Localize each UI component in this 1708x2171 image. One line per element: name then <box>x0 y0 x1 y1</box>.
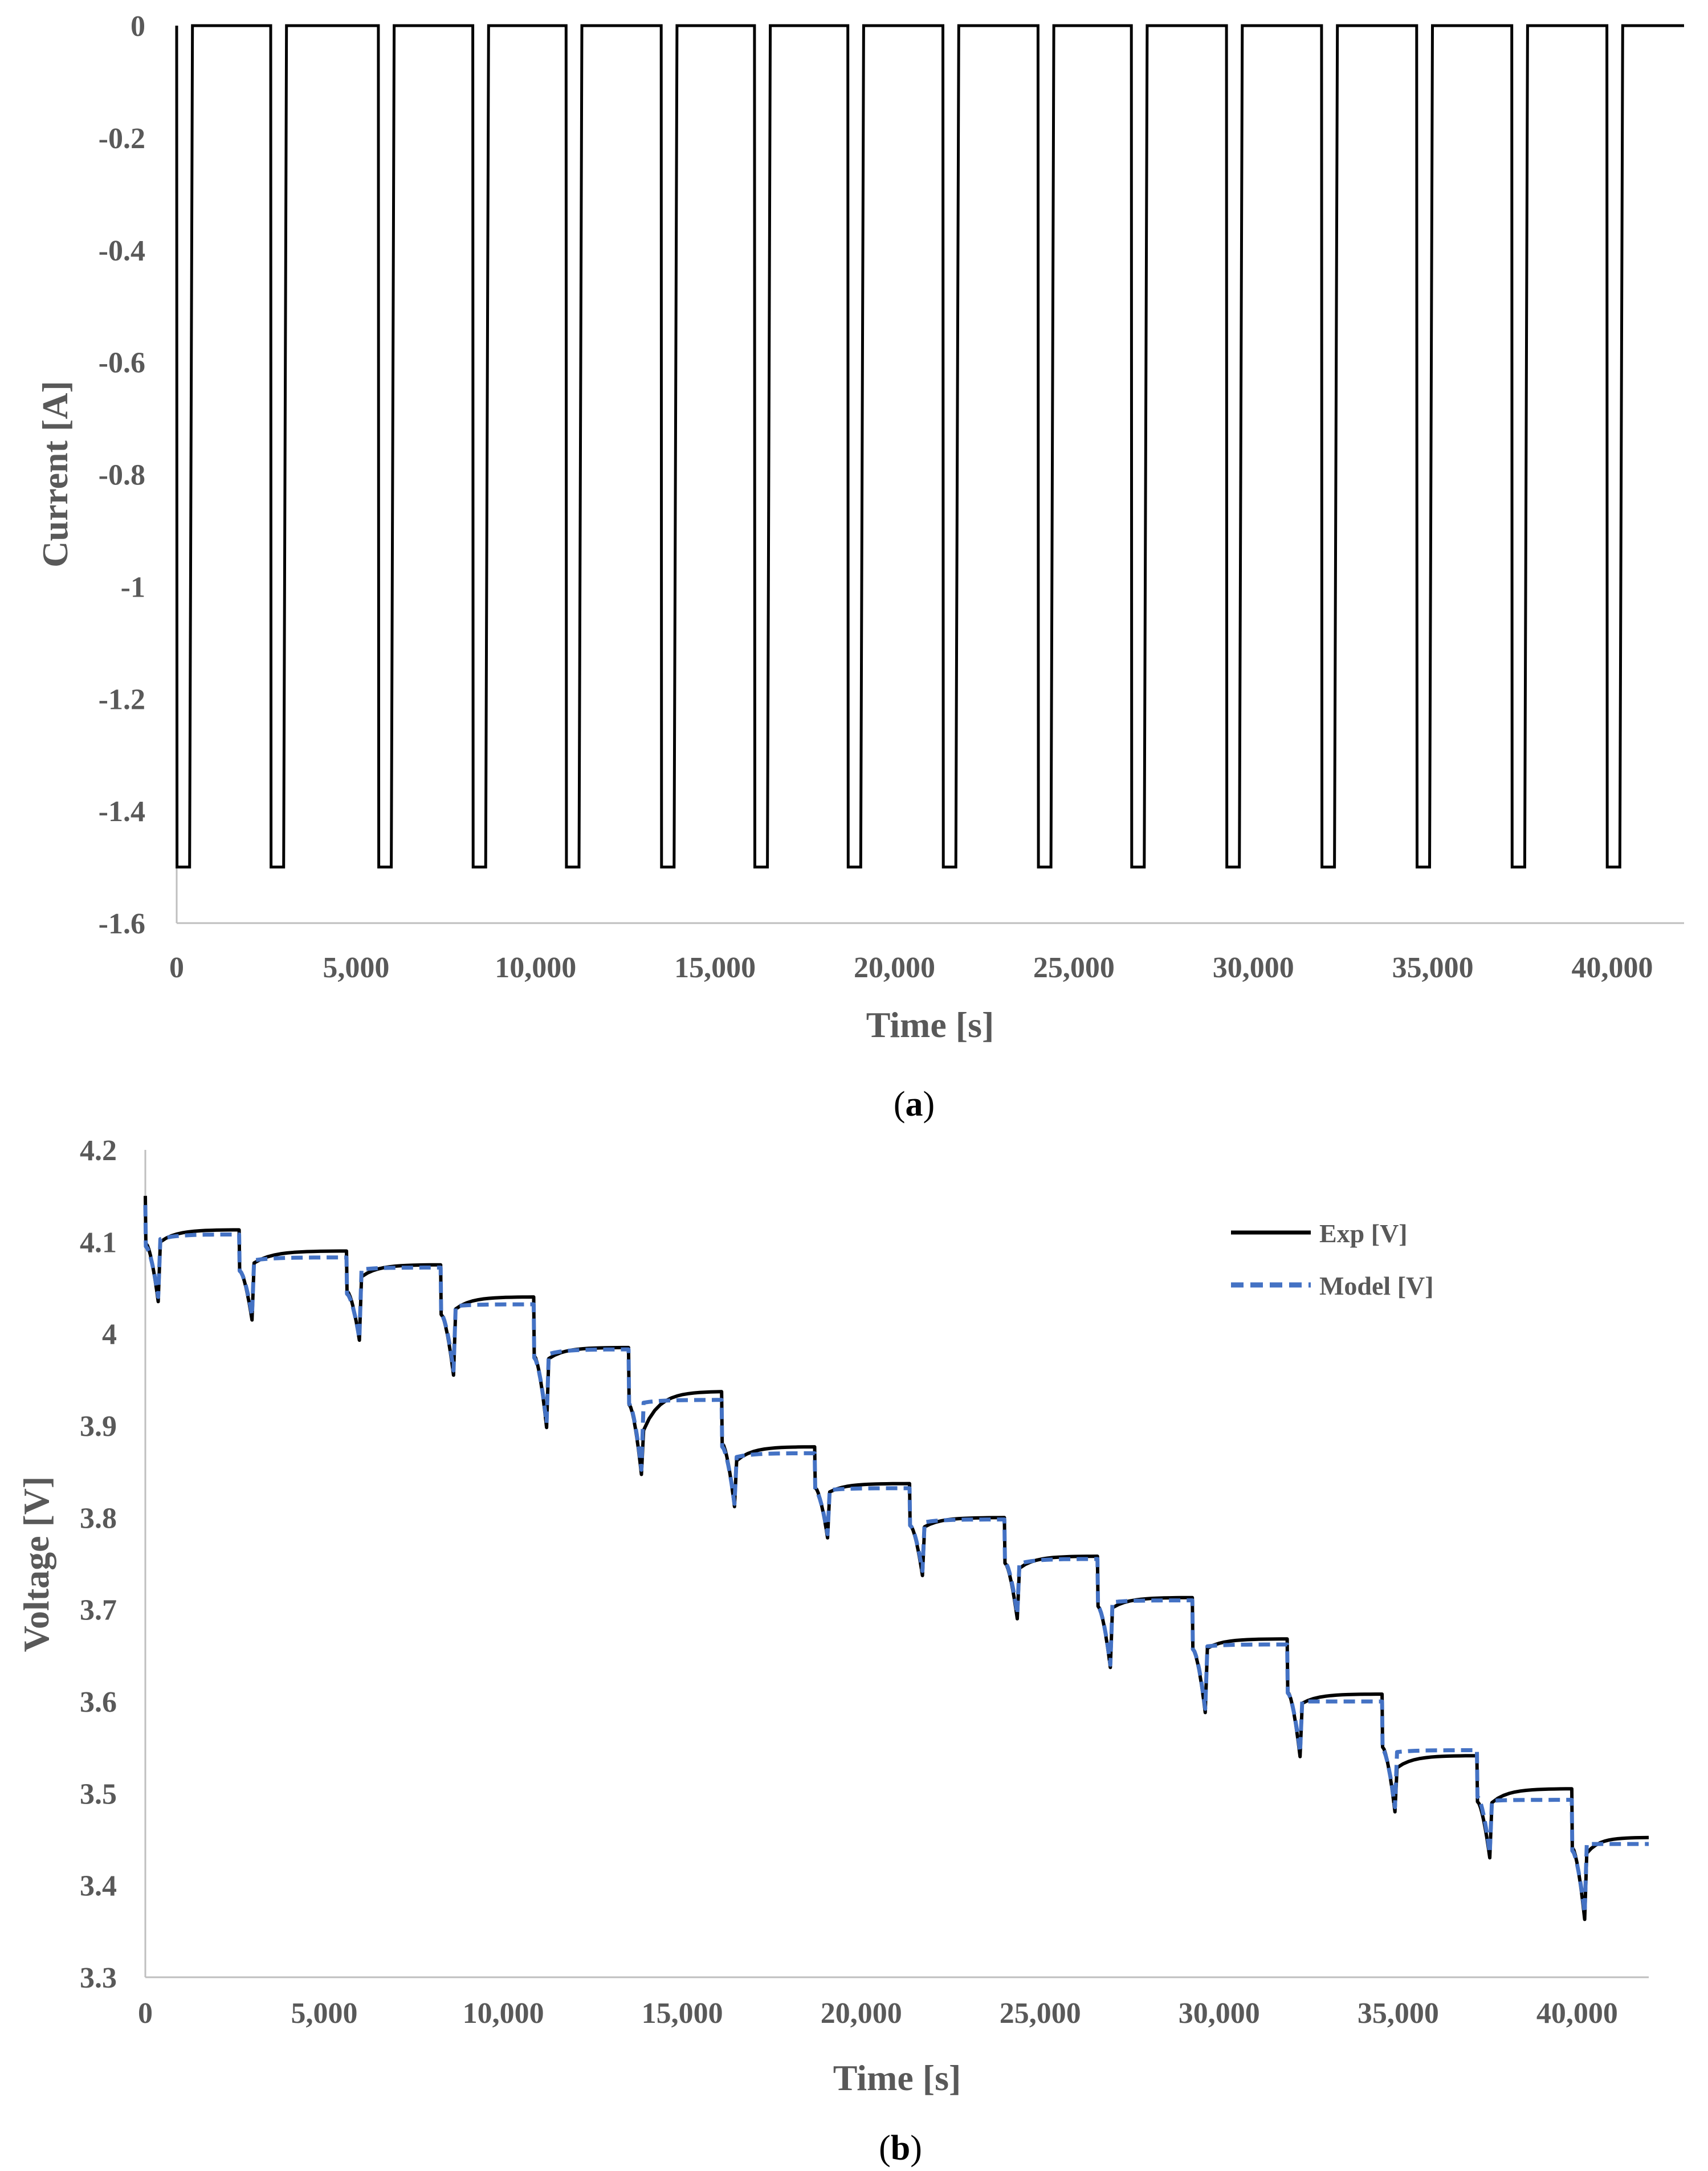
a-x-ticks: 0 5,000 10,000 15,000 20,000 25,000 30,000 35,0… <box>169 952 1653 984</box>
panel-b-voltage-chart: 0 5,000 10,000 15,000 20,000 25,000 30,000 35,0… <box>16 1135 1649 2168</box>
b-legend: Exp [V] Model [V] <box>1231 1219 1434 1300</box>
a-y-tick-label: 0 <box>131 10 145 43</box>
a-y-tick-label: -1.6 <box>99 908 145 940</box>
b-x-tick-label: 35,000 <box>1358 1997 1439 2030</box>
b-y-ticks: 3.3 3.4 3.5 3.6 3.7 3.8 3.9 4 4.1 4.2 <box>80 1135 117 1994</box>
a-x-tick-label: 35,000 <box>1392 952 1474 984</box>
b-y-tick-label: 3.6 <box>80 1686 117 1719</box>
a-x-axis-title: Time [s] <box>866 1005 994 1045</box>
b-x-tick-label: 0 <box>138 1997 153 2030</box>
b-x-tick-label: 10,000 <box>463 1997 544 2030</box>
a-y-tick-label: -0.2 <box>99 123 145 155</box>
b-x-tick-label: 15,000 <box>642 1997 723 2030</box>
a-y-tick-label: -1.2 <box>99 683 145 716</box>
a-series-group <box>175 24 1684 869</box>
panel-a-current-chart: 0 5,000 10,000 15,000 20,000 25,000 30,000 35,0… <box>35 10 1684 1124</box>
b-x-tick-label: 25,000 <box>1000 1997 1081 2030</box>
b-y-tick-label: 3.7 <box>80 1594 117 1627</box>
b-y-tick-label: 3.9 <box>80 1410 117 1443</box>
b-legend-model-label: Model [V] <box>1319 1271 1434 1300</box>
b-y-tick-label: 3.4 <box>80 1870 117 1903</box>
b-x-tick-label: 5,000 <box>291 1997 358 2030</box>
b-series-group <box>143 1195 1649 1921</box>
b-y-tick-label: 3.8 <box>80 1502 117 1535</box>
a-x-tick-label: 20,000 <box>854 952 935 984</box>
a-current-series-line <box>175 24 1684 869</box>
b-caption: (b) <box>879 2129 922 2168</box>
b-legend-exp-label: Exp [V] <box>1319 1219 1408 1248</box>
b-x-ticks: 0 5,000 10,000 15,000 20,000 25,000 30,000 35,0… <box>138 1997 1618 2030</box>
a-caption: (a) <box>894 1085 935 1124</box>
b-caption-letter: b <box>891 2129 910 2168</box>
b-x-axis-title: Time [s] <box>833 2058 961 2098</box>
b-y-axis-title: Voltage [V] <box>16 1476 56 1652</box>
a-y-tick-label: -0.8 <box>99 459 145 492</box>
a-y-axis-title: Current [A] <box>35 381 75 568</box>
a-x-tick-label: 0 <box>169 952 184 984</box>
b-y-tick-label: 4.2 <box>80 1135 117 1167</box>
a-y-tick-label: -1 <box>121 571 145 603</box>
b-y-tick-label: 4 <box>102 1319 117 1351</box>
b-model-series-line <box>143 1205 1649 1915</box>
a-x-tick-label: 10,000 <box>495 952 576 984</box>
b-y-tick-label: 3.3 <box>80 1962 117 1994</box>
a-x-tick-label: 40,000 <box>1572 952 1653 984</box>
b-y-tick-label: 4.1 <box>80 1226 117 1259</box>
b-y-tick-label: 3.5 <box>80 1778 117 1810</box>
a-x-tick-label: 30,000 <box>1213 952 1294 984</box>
a-y-ticks: 0 -0.2 -0.4 -0.6 -0.8 -1 -1.2 -1.4 -1.6 <box>99 10 145 940</box>
b-x-tick-label: 30,000 <box>1179 1997 1260 2030</box>
a-caption-letter: a <box>906 1085 923 1124</box>
b-x-tick-label: 20,000 <box>821 1997 902 2030</box>
b-x-tick-label: 40,000 <box>1536 1997 1618 2030</box>
a-y-tick-label: -0.6 <box>99 347 145 379</box>
a-x-tick-label: 5,000 <box>323 952 389 984</box>
a-x-tick-label: 25,000 <box>1033 952 1115 984</box>
a-y-tick-label: -0.4 <box>99 235 145 267</box>
a-x-tick-label: 15,000 <box>674 952 756 984</box>
a-y-tick-label: -1.4 <box>99 795 145 828</box>
b-exp-series-line <box>144 1195 1649 1921</box>
